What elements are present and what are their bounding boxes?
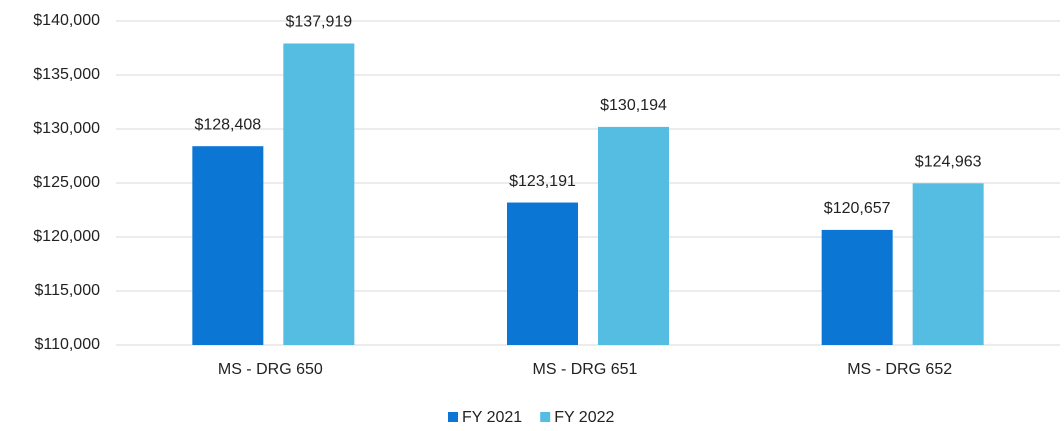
bar: [192, 146, 264, 345]
value-label: $124,963: [915, 154, 982, 171]
value-label: $137,919: [285, 14, 352, 31]
y-tick-label: $140,000: [33, 12, 100, 29]
y-tick-label: $130,000: [33, 120, 100, 137]
value-label: $123,191: [509, 173, 576, 190]
bar: [912, 183, 984, 345]
bar: [283, 43, 355, 346]
y-tick-label: $120,000: [33, 228, 100, 245]
x-tick-label: MS - DRG 650: [218, 361, 323, 378]
y-tick-label: $125,000: [33, 174, 100, 191]
legend-label: FY 2021: [462, 409, 522, 426]
x-tick-label: MS - DRG 651: [533, 361, 638, 378]
value-label: $120,657: [824, 200, 891, 217]
value-label: $128,408: [194, 116, 261, 133]
bar: [507, 202, 578, 345]
legend-swatch: [448, 412, 458, 422]
legend-label: FY 2022: [554, 409, 614, 426]
bar: [598, 126, 669, 345]
y-tick-label: $135,000: [33, 66, 100, 83]
value-label: $130,194: [600, 97, 667, 114]
y-tick-label: $110,000: [34, 336, 100, 353]
x-tick-label: MS - DRG 652: [847, 361, 952, 378]
bar: [821, 229, 893, 345]
legend-swatch: [540, 412, 551, 422]
y-tick-label: $115,000: [34, 282, 100, 299]
